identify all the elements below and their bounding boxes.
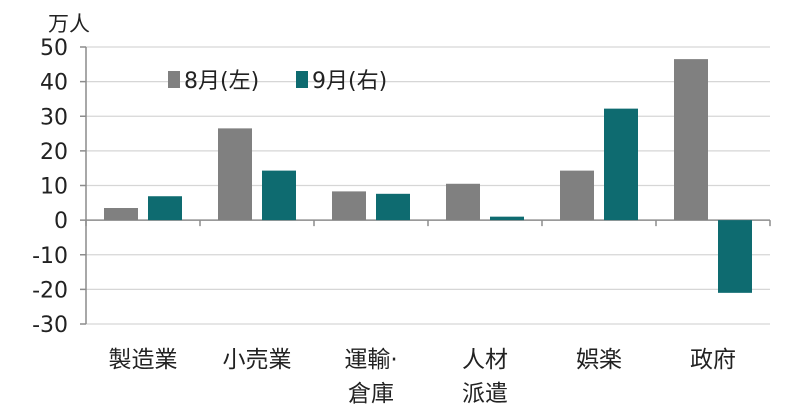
y-tick-label: 0 (54, 209, 68, 234)
bar-aug-4 (560, 170, 594, 221)
legend: 8月(左) 9月(右) (168, 69, 387, 94)
bar-sep-4 (604, 108, 638, 221)
y-tick-label: 20 (40, 140, 68, 165)
y-tick-label: -10 (32, 244, 68, 269)
y-tick-label: -30 (32, 313, 68, 338)
legend-label: 8月(左) (184, 69, 259, 94)
y-tick-label: 30 (40, 105, 68, 130)
bars (104, 59, 752, 293)
bar-aug-1 (218, 128, 252, 221)
gridlines (86, 46, 770, 325)
y-tick-labels: 50 40 30 20 10 0 -10 -20 -30 (32, 36, 68, 338)
category-label: 政府 (690, 347, 736, 373)
y-tick-label: -20 (32, 278, 68, 303)
category-label: 娯楽 (576, 347, 622, 373)
category-label: 運輸· (344, 347, 397, 373)
category-label: 製造業 (109, 347, 178, 373)
bar-aug-0 (104, 208, 138, 221)
unit-label: 万人 (48, 12, 90, 36)
legend-swatch (296, 71, 308, 88)
legend-swatch (168, 71, 180, 88)
bar-sep-5 (718, 220, 752, 293)
category-label: 倉庫 (348, 381, 394, 407)
bar-sep-2 (376, 193, 410, 221)
bar-sep-3 (490, 216, 524, 221)
bar-sep-1 (262, 170, 296, 221)
category-label: 人材 (462, 347, 508, 373)
bar-aug-5 (674, 59, 708, 221)
bar-aug-3 (446, 183, 480, 221)
y-tick-label: 10 (40, 175, 68, 200)
axes (80, 46, 771, 325)
category-label: 小売業 (223, 347, 292, 373)
legend-label: 9月(右) (312, 69, 387, 94)
y-tick-label: 40 (40, 71, 68, 96)
y-tick-label: 50 (40, 36, 68, 61)
category-label: 派遣 (462, 381, 508, 407)
bar-sep-0 (148, 196, 182, 221)
bar-aug-2 (332, 191, 366, 221)
